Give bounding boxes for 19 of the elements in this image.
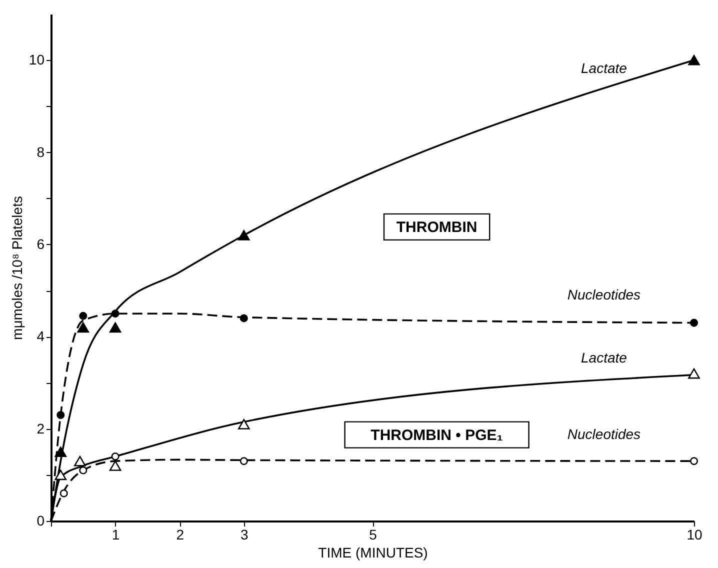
annotation: THROMBIN • PGE₁ [370, 426, 503, 444]
series-label: Nucleotides [567, 426, 641, 442]
x-tick-label: 5 [369, 526, 378, 542]
x-tick-label: 3 [240, 526, 248, 542]
y-tick-label: 10 [28, 52, 45, 68]
x-axis-title: TIME (MINUTES) [318, 544, 428, 560]
x-tick-label: 1 [112, 526, 120, 542]
y-tick-label: 0 [36, 512, 45, 528]
y-tick-label: 8 [36, 144, 45, 160]
series-label: Lactate [581, 349, 628, 366]
x-tick-label: 2 [176, 526, 184, 542]
y-tick-label: 4 [36, 328, 45, 344]
y-tick-label: 6 [36, 236, 45, 252]
x-tick-label: 10 [686, 526, 702, 542]
series-label: Lactate [581, 60, 628, 76]
series-label: Nucleotides [567, 286, 641, 303]
y-tick-label: 2 [36, 420, 45, 436]
y-axis-title: mμmoles /10⁸ Platelets [8, 196, 25, 340]
annotation: THROMBIN [396, 218, 478, 236]
